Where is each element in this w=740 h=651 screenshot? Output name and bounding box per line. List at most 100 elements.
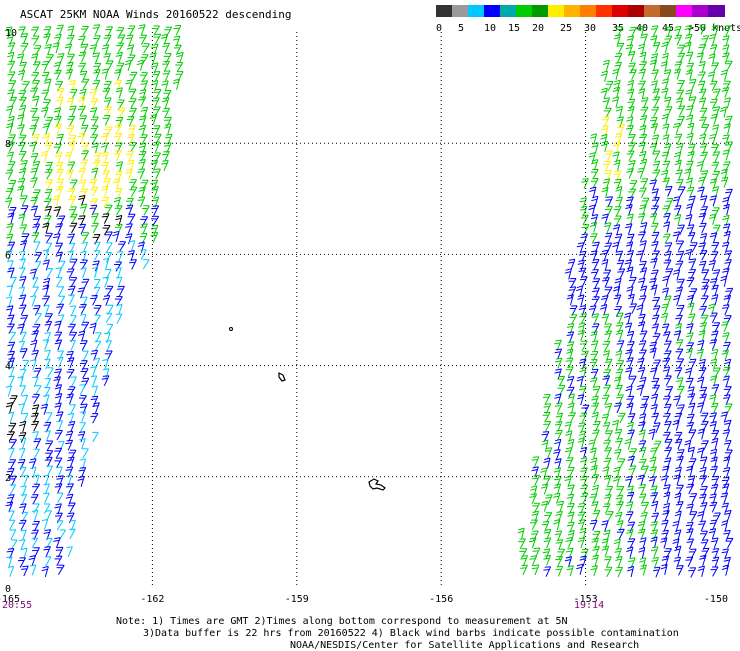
wind-barb — [709, 339, 718, 350]
wind-barb — [592, 385, 601, 397]
wind-barb — [639, 260, 647, 272]
wind-barb — [675, 565, 684, 576]
wind-barb — [591, 313, 600, 325]
wind-barb — [651, 106, 660, 118]
wind-barb — [554, 348, 563, 360]
wind-barb — [92, 79, 101, 91]
wind-barb — [152, 125, 161, 136]
wind-barb — [68, 140, 76, 152]
wind-barb — [650, 284, 658, 296]
wind-barb — [7, 341, 16, 353]
wind-barb — [698, 520, 707, 532]
wind-barb — [722, 483, 730, 495]
wind-barb — [553, 483, 562, 495]
wind-barb — [55, 512, 63, 524]
wind-barb — [628, 557, 636, 569]
wind-barb — [78, 395, 87, 406]
wind-barb — [129, 186, 138, 197]
wind-barb — [161, 160, 169, 171]
wind-barb — [722, 134, 730, 146]
wind-barb — [627, 429, 635, 441]
wind-barb — [53, 143, 62, 155]
wind-barb — [565, 430, 573, 442]
wind-barb — [149, 52, 157, 64]
island-outline — [368, 478, 386, 491]
wind-barb — [689, 511, 698, 522]
wind-barb — [577, 537, 586, 549]
wind-barb — [699, 305, 708, 317]
wind-barb — [80, 368, 89, 379]
wind-barb — [685, 556, 694, 568]
wind-barb — [604, 323, 612, 334]
wind-barb — [612, 224, 621, 236]
wind-barb — [530, 485, 538, 497]
wind-barb — [591, 296, 600, 307]
wind-barb — [31, 35, 40, 46]
wind-barb — [674, 367, 683, 378]
wind-barb — [710, 465, 718, 477]
legend-swatch — [532, 5, 549, 17]
wind-barb — [688, 458, 697, 469]
wind-barb — [542, 394, 551, 405]
wind-barb — [590, 214, 599, 226]
wind-barb — [129, 259, 137, 270]
wind-barb — [568, 412, 576, 423]
legend-label: 25 — [560, 23, 573, 34]
wind-barb — [44, 332, 51, 343]
wind-barb — [103, 106, 112, 117]
wind-barb — [6, 223, 14, 235]
wind-barb — [34, 261, 42, 272]
wind-barb — [591, 259, 600, 270]
wind-barb — [9, 484, 17, 495]
wind-barb — [540, 500, 549, 512]
wind-barb — [103, 53, 111, 64]
wind-barb — [43, 483, 50, 495]
wind-barb — [161, 80, 169, 92]
wind-barb — [55, 161, 64, 173]
wind-barb — [649, 116, 658, 128]
wind-barb — [8, 422, 17, 433]
wind-barb — [17, 124, 25, 136]
wind-barb — [674, 431, 683, 443]
wind-barb — [566, 376, 575, 387]
wind-barb — [42, 339, 50, 350]
legend-swatch — [436, 5, 453, 17]
wind-barb — [602, 59, 610, 71]
wind-barb — [640, 97, 649, 109]
wind-barb — [139, 88, 147, 101]
wind-barb — [554, 339, 562, 351]
wind-barb — [616, 42, 625, 54]
wind-barb — [590, 340, 599, 352]
wind-barb — [18, 141, 26, 153]
wind-barb — [722, 332, 730, 344]
wind-barb — [624, 322, 633, 334]
wind-barb — [555, 556, 563, 567]
wind-barb — [592, 421, 601, 432]
x-tick-label: -150 — [704, 594, 728, 605]
wind-barb — [78, 466, 87, 478]
wind-barb — [640, 106, 649, 118]
wind-barb — [7, 494, 15, 505]
wind-barb — [725, 537, 734, 549]
wind-barb — [66, 546, 73, 558]
wind-barb — [9, 529, 17, 540]
wind-barb — [701, 279, 710, 290]
wind-barb — [18, 151, 27, 162]
wind-barb — [676, 240, 685, 251]
wind-barb — [581, 178, 589, 189]
wind-barb — [29, 141, 37, 153]
wind-barb — [709, 501, 718, 513]
wind-barb — [709, 358, 718, 370]
wind-barb — [31, 330, 39, 342]
wind-barb — [625, 204, 633, 216]
wind-barb — [90, 366, 97, 378]
wind-barb — [723, 230, 731, 243]
wind-barb — [720, 69, 728, 81]
wind-barb — [638, 413, 647, 425]
wind-barb — [697, 376, 705, 388]
wind-barb — [31, 509, 39, 521]
wind-barb — [651, 500, 659, 513]
legend-swatch — [676, 5, 693, 17]
wind-barb — [66, 61, 74, 73]
wind-barb — [566, 341, 575, 353]
